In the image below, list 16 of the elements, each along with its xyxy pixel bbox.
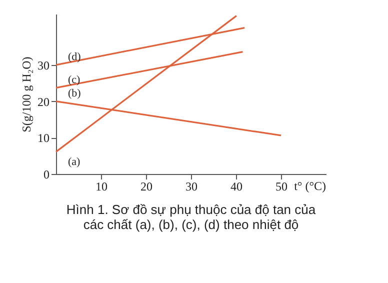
x-tick-label: 40 [230,180,242,194]
series-label: (c) [68,74,81,86]
y-axis-title: S(g/100 g H₂O) [20,56,34,132]
series-label: (b) [68,87,82,100]
y-tick-label: 0 [44,168,50,182]
series-label: (d) [68,50,82,63]
x-tick-label: 50 [276,180,288,194]
y-tick-label: 10 [38,131,50,146]
y-tick-label: 30 [38,58,50,72]
x-tick-label: 30 [186,180,198,194]
x-axis-title: t° (°C) [294,179,326,193]
series-label: (a) [68,156,81,168]
x-tick-label: 10 [96,180,108,194]
y-tick-label: 20 [38,94,50,109]
text: Hình 1. Sơ đồ sự phụ thuộc của độ tan của các chất (a), (b), (c), (d) theo nhiệt độ [66,202,316,232]
x-tick-label: 20 [140,180,152,194]
